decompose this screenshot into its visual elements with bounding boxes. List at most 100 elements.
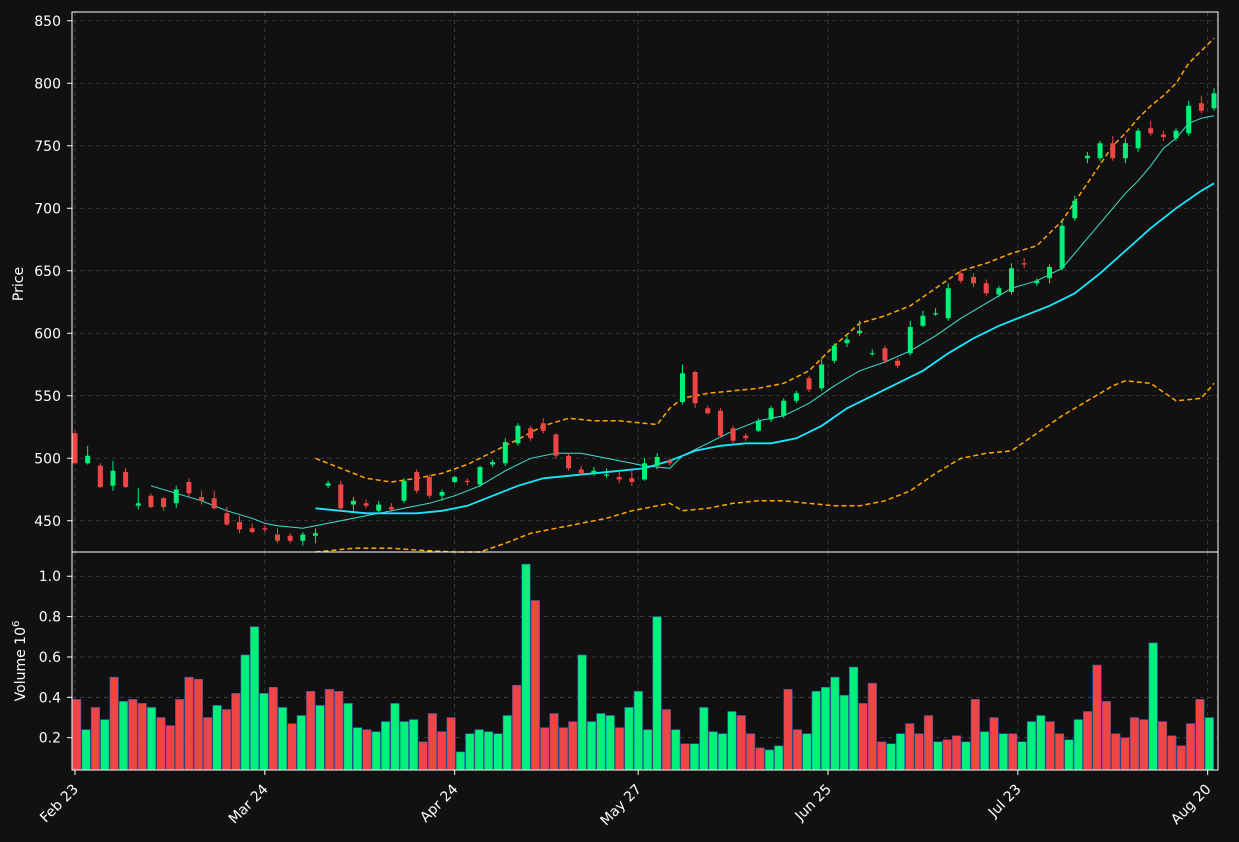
candle: [477, 465, 483, 487]
candle: [933, 308, 939, 316]
candle: [1097, 140, 1103, 161]
price-tick-label: 650: [34, 264, 61, 280]
volume-bar: [1073, 719, 1083, 771]
candle-body: [274, 534, 280, 541]
candle-body: [566, 455, 572, 469]
volume-bar: [689, 743, 700, 771]
candle: [274, 528, 280, 544]
candle-body: [1009, 268, 1015, 292]
candle: [287, 533, 293, 544]
volume-tick-label: 0.4: [39, 690, 61, 706]
candle: [237, 515, 243, 534]
candle: [350, 497, 356, 511]
volume-bar: [708, 731, 718, 771]
volume-bar: [203, 717, 213, 771]
candle: [97, 463, 103, 489]
candle-body: [730, 428, 736, 441]
candle: [1084, 152, 1090, 164]
candle-body: [135, 503, 141, 506]
candle: [388, 503, 394, 512]
candle-body: [958, 273, 964, 281]
candle-body: [1021, 263, 1027, 265]
volume-bar: [1195, 699, 1205, 771]
volume-bar: [867, 682, 877, 771]
candle-body: [464, 480, 470, 482]
candle: [312, 528, 318, 544]
slow-moving-average-line: [315, 182, 1215, 515]
volume-bar: [540, 727, 550, 771]
candle: [325, 480, 331, 489]
price-gridlines: [72, 12, 1218, 552]
candle: [705, 405, 711, 415]
volume-bar: [109, 676, 119, 771]
price-tick-label: 800: [34, 76, 61, 92]
candle-body: [376, 504, 382, 511]
candle-body: [1135, 130, 1141, 149]
candle-body: [907, 327, 913, 354]
candle-body: [161, 498, 167, 507]
volume-bar: [811, 690, 821, 771]
candle: [869, 349, 875, 356]
volume-bar: [231, 692, 241, 771]
bollinger-bands: [315, 37, 1215, 553]
volume-bar: [633, 690, 643, 771]
candle-body: [616, 477, 622, 480]
candle: [249, 523, 255, 534]
candle-body: [312, 533, 318, 536]
volume-bar: [933, 741, 943, 771]
candle-body: [679, 373, 685, 402]
candle: [806, 375, 812, 392]
volume-bar: [586, 721, 597, 771]
volume-bar: [1167, 735, 1177, 771]
volume-bar: [399, 721, 409, 771]
candle: [717, 408, 723, 437]
volume-bar: [315, 705, 325, 771]
candle: [173, 485, 179, 509]
candle: [1211, 88, 1217, 111]
candle-body: [642, 463, 647, 480]
price-axis-label: Price: [11, 267, 27, 301]
candle-body: [211, 498, 217, 509]
volume-bar: [352, 727, 363, 771]
candle: [945, 283, 951, 321]
volume-bar: [1157, 721, 1168, 771]
volume-bar: [455, 751, 466, 771]
candle-body: [983, 283, 989, 294]
volume-bar: [512, 684, 522, 771]
volume-bar: [184, 676, 194, 771]
volume-tick-label: 0.6: [39, 650, 61, 666]
volume-bar: [736, 715, 746, 771]
candle-body: [97, 465, 103, 487]
candle-body: [667, 460, 673, 464]
candle: [123, 468, 129, 489]
candle-body: [1186, 105, 1192, 134]
volume-bar: [942, 739, 952, 771]
candle: [642, 458, 647, 481]
candle: [1122, 138, 1128, 164]
volume-bar: [952, 735, 962, 771]
volume-bar: [268, 686, 278, 771]
volume-bar: [483, 731, 494, 771]
candle-body: [831, 345, 837, 361]
price-tick-label: 600: [34, 326, 61, 342]
candle: [161, 497, 167, 511]
volume-axis-exponent-base: 10: [13, 627, 29, 645]
volume-bar: [371, 731, 381, 771]
volume-bar: [764, 749, 774, 771]
volume-bar: [427, 713, 437, 771]
volume-bar: [624, 707, 634, 771]
volume-bar: [343, 703, 353, 771]
candle: [1110, 135, 1116, 161]
volume-bar: [493, 733, 503, 771]
volume-bar: [287, 723, 297, 771]
axes: [71, 11, 1219, 771]
candle: [996, 285, 1002, 297]
candle: [983, 279, 989, 296]
candle-body: [604, 474, 610, 476]
volume-bar: [998, 733, 1008, 771]
volume-bar: [1045, 721, 1055, 771]
volume-bar: [558, 727, 569, 771]
volume-bar: [577, 654, 587, 771]
candle: [338, 480, 344, 511]
candle: [85, 445, 91, 465]
